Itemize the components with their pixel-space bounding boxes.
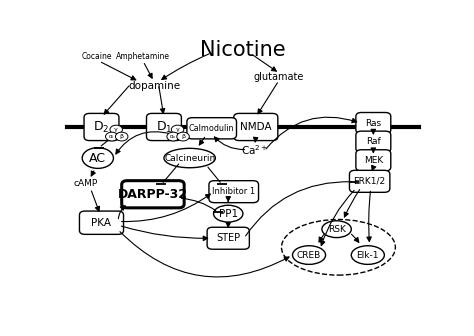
FancyBboxPatch shape [122, 181, 184, 208]
Text: Cocaine: Cocaine [82, 52, 112, 61]
FancyBboxPatch shape [349, 170, 390, 192]
FancyBboxPatch shape [234, 114, 278, 140]
FancyBboxPatch shape [356, 150, 391, 171]
Text: AC: AC [89, 152, 106, 165]
Text: Inhibitor 1: Inhibitor 1 [212, 187, 255, 196]
FancyBboxPatch shape [207, 227, 249, 249]
Circle shape [167, 132, 179, 141]
Text: dopamine: dopamine [128, 81, 180, 91]
Text: NMDA: NMDA [240, 122, 272, 132]
Circle shape [106, 132, 118, 141]
Ellipse shape [292, 246, 326, 264]
Text: Ca$^{2+}$: Ca$^{2+}$ [241, 143, 268, 157]
FancyBboxPatch shape [187, 118, 237, 139]
Text: PP1: PP1 [219, 209, 238, 219]
Circle shape [171, 125, 184, 134]
Ellipse shape [351, 246, 384, 264]
FancyBboxPatch shape [84, 114, 119, 140]
Text: γ: γ [176, 127, 180, 132]
FancyBboxPatch shape [356, 113, 391, 134]
Text: Elk-1: Elk-1 [356, 251, 379, 259]
Text: β: β [181, 134, 185, 139]
Text: α$_i$: α$_i$ [109, 133, 115, 140]
Text: ERK1/2: ERK1/2 [354, 177, 386, 186]
FancyBboxPatch shape [209, 181, 258, 203]
Text: RSK: RSK [328, 225, 346, 234]
Circle shape [116, 132, 128, 141]
Ellipse shape [322, 221, 351, 238]
FancyBboxPatch shape [356, 131, 391, 152]
Text: MEK: MEK [364, 156, 383, 165]
Text: cAMP: cAMP [73, 179, 98, 188]
Text: Amphetamine: Amphetamine [116, 52, 170, 61]
FancyBboxPatch shape [146, 114, 182, 140]
Text: DARPP-32: DARPP-32 [118, 188, 188, 201]
Text: CREB: CREB [297, 251, 321, 259]
Text: Nicotine: Nicotine [200, 40, 286, 60]
Ellipse shape [164, 148, 215, 168]
Text: D$_2$: D$_2$ [93, 119, 109, 134]
Text: Ras: Ras [365, 119, 382, 128]
Ellipse shape [82, 148, 113, 168]
Circle shape [110, 125, 122, 134]
Circle shape [177, 132, 189, 141]
Text: Calcineurin: Calcineurin [164, 154, 215, 163]
Text: glutamate: glutamate [254, 72, 304, 82]
FancyBboxPatch shape [80, 211, 124, 235]
Text: Calmodulin: Calmodulin [189, 124, 235, 133]
Text: α$_s$: α$_s$ [169, 133, 177, 140]
Ellipse shape [213, 205, 243, 222]
Text: STEP: STEP [216, 233, 240, 243]
Text: PKA: PKA [91, 218, 111, 228]
Text: β: β [120, 134, 124, 139]
Text: Raf: Raf [366, 137, 381, 146]
Text: γ: γ [114, 127, 118, 132]
Text: D$_1$: D$_1$ [155, 119, 172, 134]
